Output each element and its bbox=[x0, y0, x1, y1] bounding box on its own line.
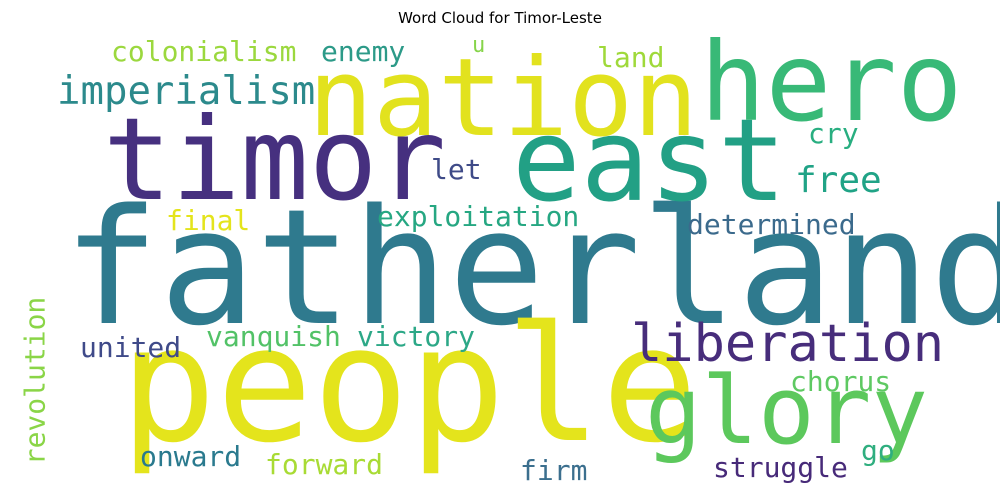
word-go: go bbox=[861, 434, 895, 467]
word-exploitation: exploitation bbox=[377, 200, 580, 233]
word-u: u bbox=[472, 33, 486, 58]
word-victory: victory bbox=[357, 320, 476, 353]
word-forward: forward bbox=[265, 448, 384, 481]
word-free: free bbox=[795, 160, 882, 201]
word-chorus: chorus bbox=[790, 365, 892, 398]
word-determined: determined bbox=[687, 208, 856, 241]
word-liberation: liberation bbox=[631, 314, 945, 374]
word-onward: onward bbox=[140, 440, 242, 473]
word-revolution: revolution bbox=[18, 296, 52, 466]
word-vanquish: vanquish bbox=[206, 320, 341, 353]
word-people: people bbox=[120, 291, 698, 478]
word-imperialism: imperialism bbox=[57, 69, 316, 114]
word-colonialism: colonialism bbox=[111, 35, 297, 68]
word-timor: timor bbox=[103, 93, 447, 226]
word-enemy: enemy bbox=[321, 35, 406, 68]
word-glory: glory bbox=[645, 357, 928, 466]
word-land: land bbox=[597, 41, 665, 74]
word-fatherland: fatherland bbox=[63, 174, 1000, 361]
word-struggle: struggle bbox=[713, 451, 848, 484]
word-final: final bbox=[166, 204, 251, 237]
word-hero: hero bbox=[700, 19, 963, 146]
word-cry: cry bbox=[808, 117, 859, 150]
word-nation: nation bbox=[308, 36, 699, 161]
word-east: east bbox=[512, 94, 787, 227]
word-firm: firm bbox=[520, 454, 588, 487]
word-united: united bbox=[80, 331, 182, 364]
word-let: let bbox=[431, 153, 482, 186]
chart-title: Word Cloud for Timor-Leste bbox=[398, 9, 602, 27]
